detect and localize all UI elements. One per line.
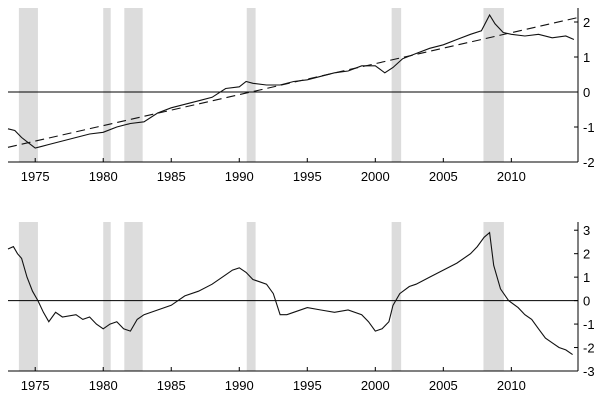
bottom-x-tick-label-2: 1985 — [157, 378, 186, 393]
bottom-shaded-period-1 — [103, 222, 111, 371]
top-panel: -2 -1 0 1 2 1975 1980 1985 1990 1995 2000 2005 2010 — [7, 8, 595, 184]
bottom-shaded-period-4 — [391, 222, 402, 371]
bottom-x-tick-label-3: 1990 — [225, 378, 254, 393]
bottom-y-tick-label-5: 2 — [583, 247, 590, 262]
top-shaded-period-1 — [103, 8, 111, 162]
top-x-tick-label-5: 2000 — [361, 169, 390, 184]
top-y-tick-label-1: -1 — [583, 120, 595, 135]
bottom-y-tick-label-6: 3 — [583, 223, 590, 238]
top-y-tick-label-3: 1 — [583, 50, 590, 65]
bottom-shaded-period-0 — [18, 222, 38, 371]
bottom-x-tick-label-7: 2010 — [497, 378, 526, 393]
bottom-y-tick-label-4: 1 — [583, 270, 590, 285]
bottom-shaded-period-2 — [124, 222, 143, 371]
top-x-tick-label-2: 1985 — [157, 169, 186, 184]
top-x-tick-label-0: 1975 — [21, 169, 50, 184]
top-x-tick-label-6: 2005 — [429, 169, 458, 184]
top-x-tick-label-7: 2010 — [497, 169, 526, 184]
bottom-panel: -3 -2 -1 0 1 2 3 1975 1980 1985 1990 1995 2000 2005 20… — [7, 222, 595, 393]
top-shaded-period-3 — [246, 8, 256, 162]
top-x-tick-label-4: 1995 — [293, 169, 322, 184]
top-y-tick-label-2: 0 — [583, 85, 590, 100]
top-shaded-period-4 — [391, 8, 402, 162]
bottom-x-tick-label-1: 1980 — [89, 378, 118, 393]
top-x-tick-label-3: 1990 — [225, 169, 254, 184]
bottom-x-tick-label-6: 2005 — [429, 378, 458, 393]
top-shaded-period-0 — [18, 8, 38, 162]
bottom-y-tick-label-3: 0 — [583, 294, 590, 309]
top-y-tick-label-0: -2 — [583, 155, 595, 170]
bottom-x-tick-label-0: 1975 — [21, 378, 50, 393]
top-shaded-period-5 — [483, 8, 504, 162]
bottom-y-tick-label-2: -1 — [583, 317, 595, 332]
bottom-x-tick-label-5: 2000 — [361, 378, 390, 393]
bottom-shaded-period-5 — [483, 222, 504, 371]
bottom-series-0-line — [7, 231, 573, 356]
bottom-shaded-period-3 — [246, 222, 256, 371]
bottom-y-tick-label-0: -3 — [583, 364, 595, 379]
bottom-y-tick-label-1: -2 — [583, 341, 595, 356]
top-shaded-period-2 — [124, 8, 143, 162]
top-y-tick-label-4: 2 — [583, 15, 590, 30]
top-x-tick-label-1: 1980 — [89, 169, 118, 184]
bottom-x-tick-label-4: 1995 — [293, 378, 322, 393]
